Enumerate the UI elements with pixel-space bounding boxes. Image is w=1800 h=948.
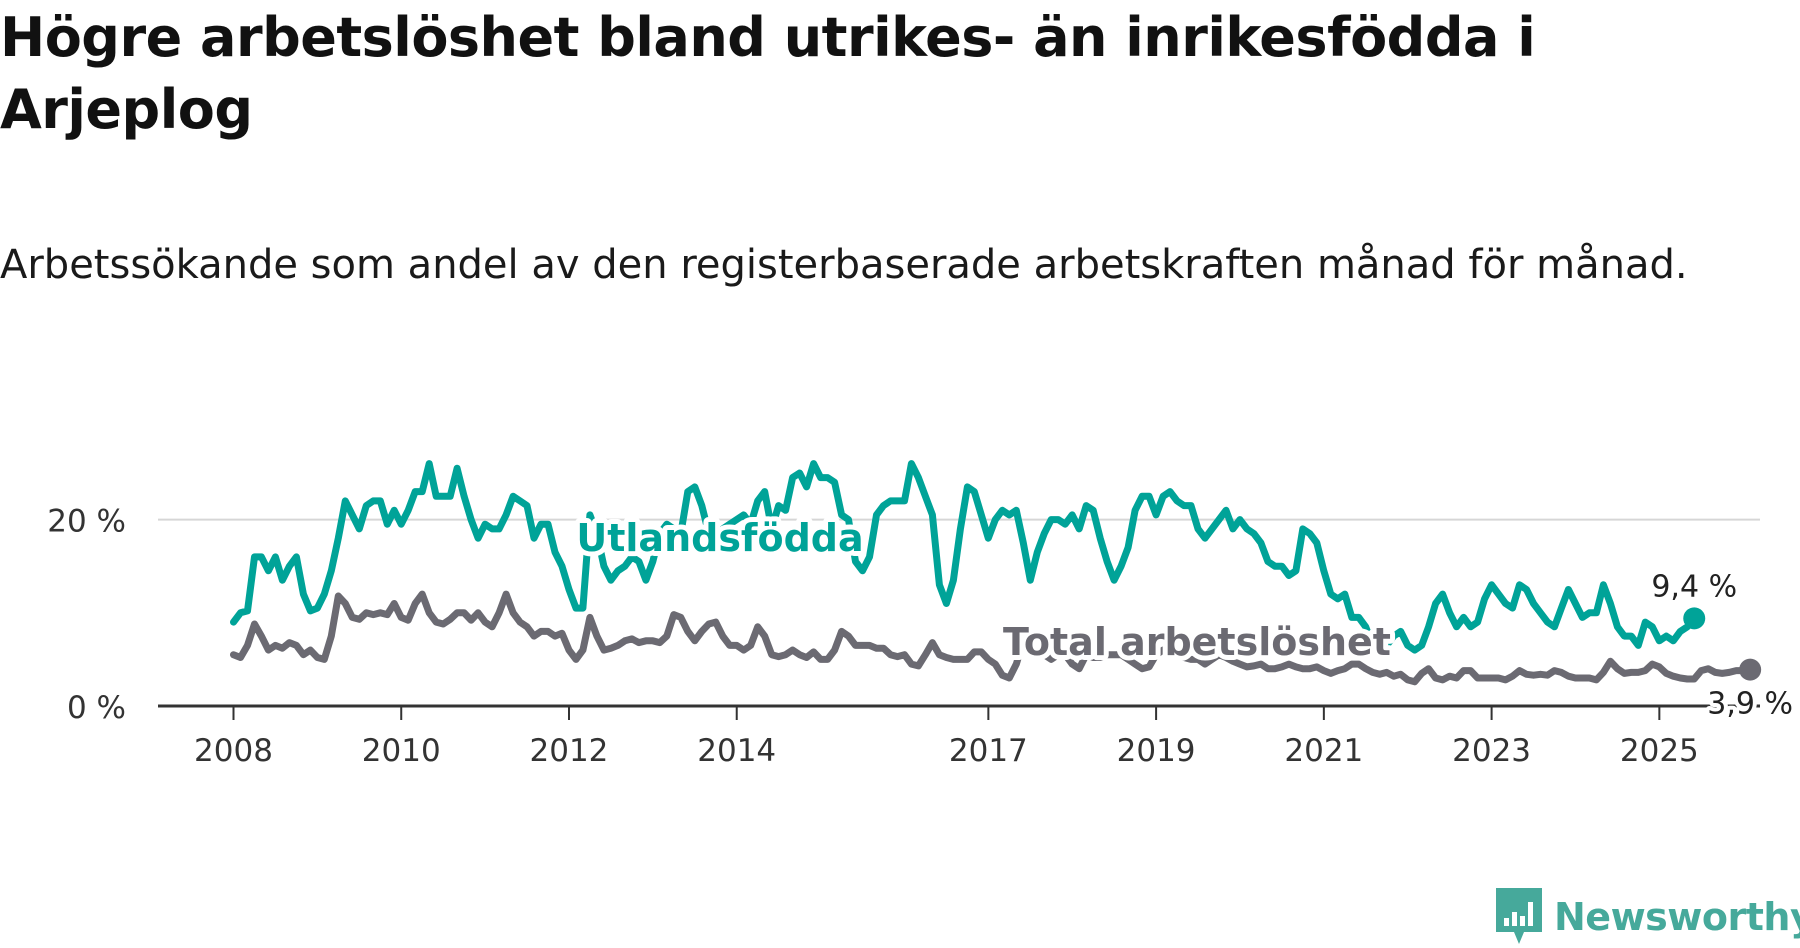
end-point-utlandsfodda: [1683, 607, 1706, 630]
end-label-utlandsfodda: 9,4 %: [1651, 569, 1737, 604]
series-line-utlandsfodda: [230, 460, 1698, 654]
x-tick-label: 2021: [1284, 733, 1363, 769]
series-line-total: [230, 590, 1754, 686]
chart-subtitle: Arbetssökande som andel av den registerb…: [0, 242, 1688, 288]
x-tick-label: 2010: [362, 733, 441, 769]
x-tick-label: 2025: [1620, 733, 1699, 769]
x-tick-label: 2008: [194, 733, 273, 769]
series-label-utlandsfodda: Utlandsfödda: [576, 516, 863, 560]
brand-logo: Newsworthy: [1494, 886, 1800, 948]
x-tick-label: 2017: [949, 733, 1028, 769]
x-tick-label: 2023: [1452, 733, 1531, 769]
x-tick-label: 2019: [1117, 733, 1196, 769]
newsworthy-logo-icon: [1496, 888, 1542, 944]
end-label-total: 3,9 %: [1707, 687, 1793, 722]
y-tick-label: 20 %: [47, 504, 126, 540]
brand-name: Newsworthy: [1554, 895, 1800, 939]
end-point-total: [1739, 658, 1762, 681]
series-label-total: Total arbetslöshet: [1003, 620, 1391, 664]
y-tick-label: 0 %: [67, 690, 126, 726]
x-tick-label: 2014: [697, 733, 776, 769]
chart-title: Högre arbetslöshet bland utrikes- än inr…: [0, 6, 1536, 141]
x-tick-label: 2012: [530, 733, 609, 769]
